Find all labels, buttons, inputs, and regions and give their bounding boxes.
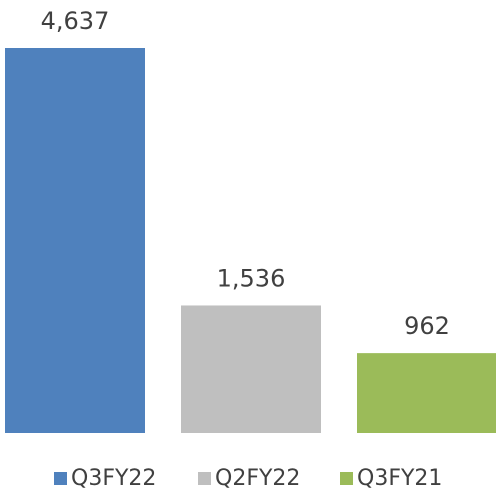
data-label: 4,637 — [41, 7, 110, 35]
legend-swatch — [340, 472, 353, 485]
legend-label: Q3FY22 — [71, 466, 156, 490]
data-label: 1,536 — [217, 264, 286, 292]
bar — [357, 353, 496, 433]
legend-swatch — [198, 472, 211, 485]
legend-swatch — [54, 472, 67, 485]
legend-label: Q2FY22 — [215, 466, 300, 490]
bar — [5, 48, 145, 433]
bar — [181, 305, 321, 433]
legend-label: Q3FY21 — [357, 466, 442, 490]
data-label: 962 — [404, 312, 450, 340]
